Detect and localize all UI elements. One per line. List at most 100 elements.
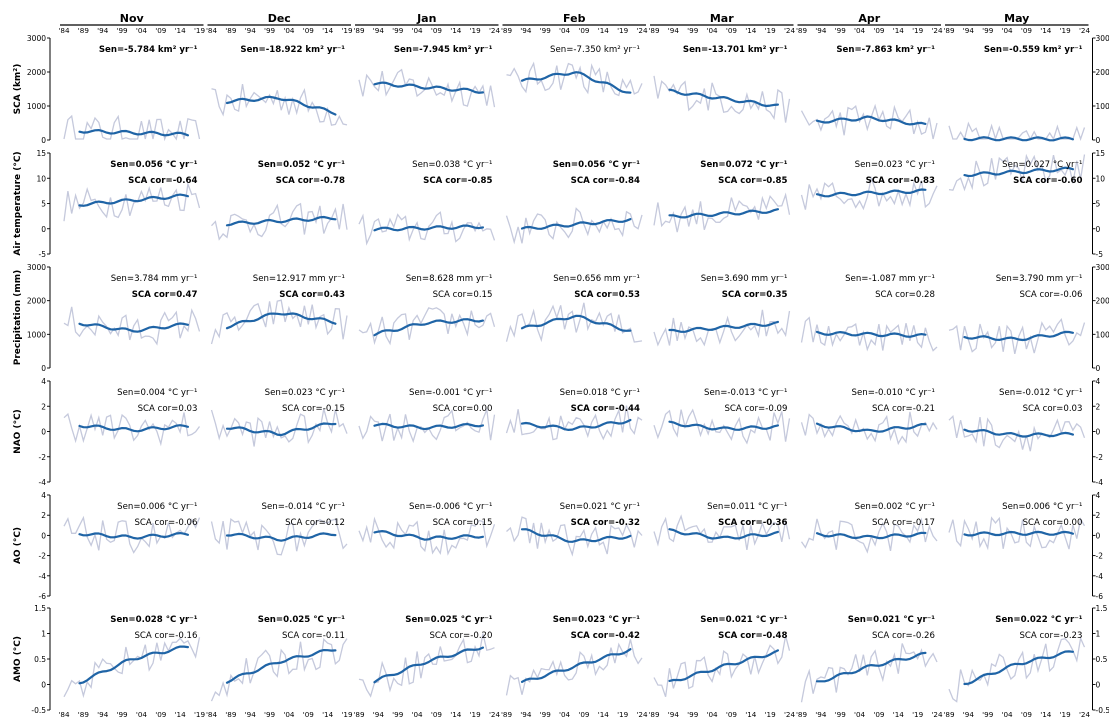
sca-correlation-label: SCA cor=-0.20 bbox=[429, 631, 492, 641]
bottom-year-tick-label: '24 bbox=[1079, 710, 1091, 718]
raw-series-line-nao-apr bbox=[802, 412, 938, 444]
bottom-year-tick-label: '04 bbox=[854, 710, 866, 718]
left-y-tick-label: 0 bbox=[41, 681, 46, 690]
top-year-tick-label: '24 bbox=[489, 26, 501, 35]
bottom-year-tick-label: '89 bbox=[796, 710, 808, 718]
sen-slope-label: Sen=0.018 °C yr⁻¹ bbox=[560, 388, 640, 398]
right-y-tick-label: 1 bbox=[1096, 630, 1101, 639]
right-y-tick-label: -6 bbox=[1096, 592, 1104, 601]
sca-correlation-label: SCA cor=0.15 bbox=[433, 518, 493, 528]
right-y-tick-label: 0 bbox=[1096, 681, 1101, 690]
bottom-year-tick-label: '99 bbox=[117, 710, 129, 718]
sen-slope-label: Sen=-0.013 °C yr⁻¹ bbox=[704, 388, 787, 398]
sca-correlation-label: SCA cor=0.28 bbox=[875, 290, 935, 300]
left-y-tick-label: -4 bbox=[39, 572, 47, 581]
y-axis-label-ao: AO (°C) bbox=[13, 527, 23, 564]
sca-correlation-label: SCA cor=-0.32 bbox=[571, 518, 640, 528]
sca-correlation-label: SCA cor=-0.11 bbox=[282, 631, 345, 641]
right-y-tick-label: 3000 bbox=[1096, 34, 1109, 43]
smoothed-series-line-amo-jan bbox=[375, 648, 483, 683]
raw-series-line-precipitation-may bbox=[949, 319, 1085, 354]
sca-correlation-label: SCA cor=-0.26 bbox=[872, 631, 935, 641]
bottom-year-tick-label: '09 bbox=[1021, 710, 1033, 718]
right-y-tick-label: 1000 bbox=[1096, 330, 1109, 339]
bottom-year-tick-label: '19 bbox=[1060, 710, 1072, 718]
sca-correlation-label: SCA cor=-0.83 bbox=[866, 176, 935, 186]
sca-correlation-label: SCA cor=-0.06 bbox=[134, 518, 197, 528]
top-year-tick-label: '94 bbox=[373, 26, 385, 35]
sca-correlation-label: SCA cor=-0.84 bbox=[571, 176, 640, 186]
sen-slope-label: Sen=0.002 °C yr⁻¹ bbox=[855, 502, 935, 512]
bottom-year-tick-label: '19 bbox=[912, 710, 924, 718]
top-year-tick-label: '24 bbox=[784, 26, 796, 35]
left-y-tick-label: 2 bbox=[41, 511, 46, 520]
bottom-year-tick-label: '04 bbox=[283, 710, 295, 718]
bottom-year-tick-label: '99 bbox=[392, 710, 404, 718]
right-y-tick-label: -2 bbox=[1096, 453, 1104, 462]
bottom-year-tick-label: '19 bbox=[470, 710, 482, 718]
bottom-year-tick-label: '04 bbox=[412, 710, 424, 718]
sen-slope-label: Sen=0.004 °C yr⁻¹ bbox=[117, 388, 197, 398]
raw-series-line-amo-jan bbox=[359, 634, 495, 697]
top-year-tick-label: '99 bbox=[835, 26, 847, 35]
sen-slope-label: Sen=-0.012 °C yr⁻¹ bbox=[999, 388, 1082, 398]
sca-correlation-label: SCA cor=-0.85 bbox=[423, 176, 492, 186]
right-y-tick-label: 0 bbox=[1096, 531, 1101, 540]
sen-slope-label: Sen=0.006 °C yr⁻¹ bbox=[1002, 502, 1082, 512]
bottom-year-tick-label: '99 bbox=[982, 710, 994, 718]
top-year-tick-label: '04 bbox=[854, 26, 866, 35]
bottom-year-tick-label: '99 bbox=[835, 710, 847, 718]
sen-slope-label: Sen=-7.863 km² yr⁻¹ bbox=[836, 45, 935, 55]
sca-correlation-label: SCA cor=-0.16 bbox=[134, 631, 197, 641]
top-year-tick-label: '19 bbox=[1060, 26, 1072, 35]
right-y-tick-label: -2 bbox=[1096, 552, 1104, 561]
bottom-year-tick-label: '04 bbox=[1002, 710, 1014, 718]
sen-slope-label: Sen=3.690 mm yr⁻¹ bbox=[701, 274, 788, 284]
top-year-tick-label: '24 bbox=[1079, 26, 1091, 35]
smoothed-series-line-sca-dec bbox=[227, 97, 335, 115]
top-year-tick-label: '09 bbox=[726, 26, 738, 35]
sca-correlation-label: SCA cor=0.03 bbox=[138, 404, 198, 414]
sen-slope-label: Sen=0.038 °C yr⁻¹ bbox=[412, 160, 492, 170]
top-year-tick-label: '89 bbox=[78, 26, 90, 35]
left-y-tick-label: 0 bbox=[41, 531, 46, 540]
smoothed-series-line-air_temperature-apr bbox=[817, 190, 925, 197]
bottom-year-tick-label: '09 bbox=[578, 710, 590, 718]
right-y-tick-label: 5 bbox=[1096, 200, 1101, 209]
sca-correlation-label: SCA cor=0.03 bbox=[1023, 404, 1083, 414]
bottom-year-tick-label: '14 bbox=[1040, 710, 1052, 718]
sca-correlation-label: SCA cor=-0.09 bbox=[724, 404, 787, 414]
sen-slope-label: Sen=-1.087 mm yr⁻¹ bbox=[845, 274, 935, 284]
smoothed-series-line-sca-jan bbox=[375, 83, 483, 93]
raw-series-line-air_temperature-feb bbox=[507, 209, 643, 244]
left-y-tick-label: 0 bbox=[41, 364, 46, 373]
top-year-tick-label: '89 bbox=[225, 26, 237, 35]
top-year-tick-label: '09 bbox=[303, 26, 315, 35]
left-y-tick-label: -5 bbox=[39, 250, 47, 259]
bottom-year-tick-label: '84 bbox=[58, 710, 70, 718]
right-y-tick-label: 2 bbox=[1096, 511, 1101, 520]
left-y-tick-label: 1 bbox=[41, 630, 46, 639]
y-axis-label-sca: SCA (km²) bbox=[13, 64, 23, 115]
sen-slope-label: Sen=0.023 °C yr⁻¹ bbox=[265, 388, 345, 398]
top-year-tick-label: '09 bbox=[873, 26, 885, 35]
bottom-year-tick-label: '89 bbox=[648, 710, 660, 718]
bottom-year-tick-label: '94 bbox=[815, 710, 827, 718]
bottom-year-tick-label: '14 bbox=[893, 710, 905, 718]
top-year-tick-label: '19 bbox=[912, 26, 924, 35]
top-year-tick-label: '84 bbox=[206, 26, 218, 35]
top-year-tick-label: '19 bbox=[194, 26, 206, 35]
bottom-year-tick-label: '99 bbox=[264, 710, 276, 718]
top-year-tick-label: '24 bbox=[931, 26, 943, 35]
sen-slope-label: Sen=0.011 °C yr⁻¹ bbox=[707, 502, 787, 512]
left-y-tick-label: -2 bbox=[39, 552, 47, 561]
raw-series-line-precipitation-dec bbox=[212, 300, 348, 344]
top-year-tick-label: '19 bbox=[765, 26, 777, 35]
sca-correlation-label: SCA cor=-0.06 bbox=[1019, 290, 1082, 300]
sen-slope-label: Sen=-7.945 km² yr⁻¹ bbox=[394, 45, 493, 55]
bottom-year-tick-label: '04 bbox=[559, 710, 571, 718]
bottom-year-tick-label: '09 bbox=[873, 710, 885, 718]
top-year-tick-label: '04 bbox=[1002, 26, 1014, 35]
top-year-tick-label: '04 bbox=[412, 26, 424, 35]
